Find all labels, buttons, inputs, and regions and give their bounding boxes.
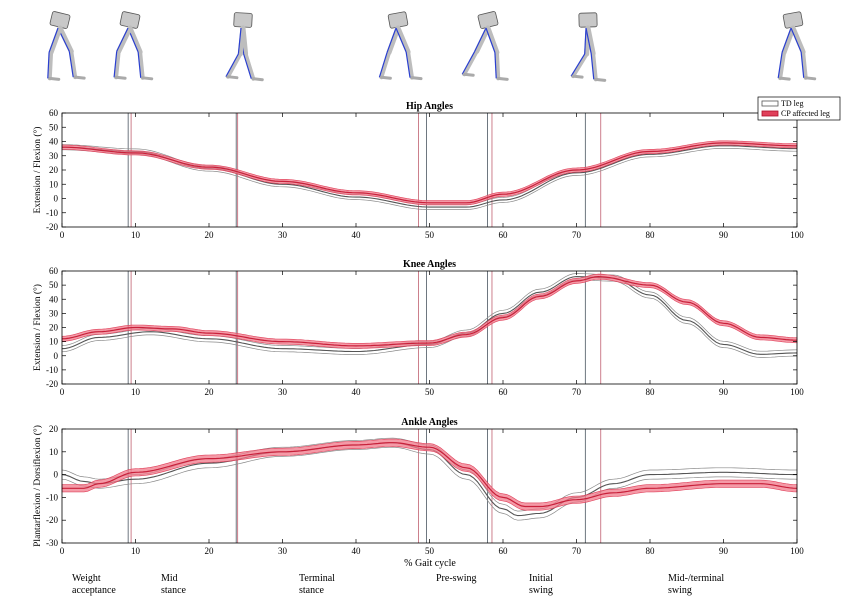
x-tick-label: 80 <box>646 387 656 397</box>
y-axis-label: Extension / Flexion (°) <box>32 284 43 371</box>
y-tick-label: -20 <box>46 379 58 389</box>
x-tick-label: 0 <box>60 230 65 240</box>
x-tick-label: 90 <box>719 546 729 556</box>
phase-mid-terminal-swing: Mid-/terminal swing <box>668 573 725 596</box>
x-tick-label: 90 <box>719 230 729 240</box>
x-tick-label: 70 <box>572 230 582 240</box>
x-tick-label: 20 <box>205 546 215 556</box>
x-tick-label: 0 <box>60 387 65 397</box>
x-tick-label: 60 <box>499 387 509 397</box>
hip-angles-chart: Hip Angles Extension / Flexion (°)-20 -10 0… <box>32 101 804 240</box>
y-tick-label: 0 <box>54 351 59 361</box>
y-tick-label: -20 <box>46 515 58 525</box>
legend-label-cp: CP affected leg <box>781 109 830 118</box>
leg-icons <box>47 11 817 82</box>
x-tick-label: 70 <box>572 387 582 397</box>
x-tick-label: 50 <box>425 546 435 556</box>
legend-swatch-td <box>761 100 779 107</box>
td-mean-line <box>62 145 797 208</box>
td-mean-line <box>61 442 797 517</box>
y-tick-label: 30 <box>49 151 59 161</box>
x-tick-label: 80 <box>646 230 656 240</box>
y-tick-label: 0 <box>54 194 59 204</box>
y-tick-label: 30 <box>49 308 59 318</box>
phase-pre-swing: Pre-swing <box>436 573 477 584</box>
x-tick-label: 100 <box>790 546 804 556</box>
chart-title: Ankle Angles <box>401 417 458 428</box>
td-sd-lower <box>62 147 797 210</box>
leg-pose-6-icon <box>570 12 607 82</box>
y-tick-label: 20 <box>49 165 59 175</box>
td-sd-upper <box>61 273 798 352</box>
x-tick-label: 20 <box>205 387 215 397</box>
knee-angles-chart: Knee Angles Extension / Flexion (°)-20 -10… <box>32 259 804 397</box>
x-tick-label: 10 <box>131 546 141 556</box>
x-tick-label: 20 <box>205 230 215 240</box>
phase-mid-stance: Mid stance <box>161 573 186 596</box>
x-tick-label: 100 <box>790 230 804 240</box>
phase-weight-acceptance: Weight acceptance <box>72 573 116 596</box>
ankle-angles-chart: Ankle Angles Plantarflexion / Dorsiflexio… <box>32 417 804 556</box>
leg-pose-5-icon <box>461 11 509 81</box>
leg-pose-4-icon <box>378 11 423 81</box>
x-axis-label: % Gait cycle <box>404 558 456 569</box>
x-tick-label: 70 <box>572 546 582 556</box>
x-tick-label: 50 <box>425 230 435 240</box>
legend-label-td: TD leg <box>781 99 803 108</box>
y-tick-label: 20 <box>49 424 59 434</box>
y-tick-label: -30 <box>46 538 58 548</box>
y-tick-label: 60 <box>49 266 59 276</box>
y-tick-label: 0 <box>54 470 59 480</box>
x-tick-label: 10 <box>131 387 141 397</box>
leg-pose-7-icon <box>777 11 817 81</box>
y-tick-label: 50 <box>49 280 59 290</box>
y-tick-label: -10 <box>46 208 58 218</box>
chart-title: Knee Angles <box>403 259 456 270</box>
x-tick-label: 60 <box>499 230 509 240</box>
phase-initial-swing: Initial swing <box>529 573 553 596</box>
phase-terminal-stance: Terminal stance <box>299 573 335 596</box>
x-tick-label: 80 <box>646 546 656 556</box>
y-tick-label: 50 <box>49 122 59 132</box>
x-tick-label: 60 <box>499 546 509 556</box>
x-tick-label: 10 <box>131 230 141 240</box>
y-tick-label: -10 <box>46 365 58 375</box>
chart-title: Hip Angles <box>406 101 453 112</box>
y-axis-label: Extension / Flexion (°) <box>32 127 43 214</box>
leg-pose-2-icon <box>113 11 154 81</box>
y-tick-label: 40 <box>49 294 59 304</box>
leg-pose-1-icon <box>47 11 86 81</box>
legend-swatch-cp <box>761 110 779 117</box>
x-tick-label: 0 <box>60 546 65 556</box>
legend-box <box>757 96 841 121</box>
y-tick-label: -10 <box>46 492 58 502</box>
leg-pose-3-icon <box>225 12 264 82</box>
x-tick-label: 30 <box>278 546 288 556</box>
y-tick-label: 10 <box>49 447 59 457</box>
td-sd-lower <box>61 446 798 521</box>
y-tick-label: -20 <box>46 222 58 232</box>
x-tick-label: 40 <box>352 546 362 556</box>
y-tick-label: 10 <box>49 337 59 347</box>
y-tick-label: 20 <box>49 323 59 333</box>
cp-mean-line <box>61 275 798 347</box>
cp-sd-band <box>61 438 798 511</box>
x-tick-label: 100 <box>790 387 804 397</box>
y-tick-label: 40 <box>49 137 59 147</box>
td-sd-lower <box>61 279 798 358</box>
x-tick-label: 40 <box>352 387 362 397</box>
y-tick-label: 10 <box>49 179 59 189</box>
x-tick-label: 40 <box>352 230 362 240</box>
x-tick-label: 30 <box>278 230 288 240</box>
x-tick-label: 50 <box>425 387 435 397</box>
cp-mean-line <box>62 442 798 508</box>
x-tick-label: 90 <box>719 387 729 397</box>
cp-mean-line <box>62 142 797 204</box>
y-axis-label: Plantarflexion / Dorsiflexion (°) <box>32 425 43 547</box>
x-tick-label: 30 <box>278 387 288 397</box>
y-tick-label: 60 <box>49 108 59 118</box>
